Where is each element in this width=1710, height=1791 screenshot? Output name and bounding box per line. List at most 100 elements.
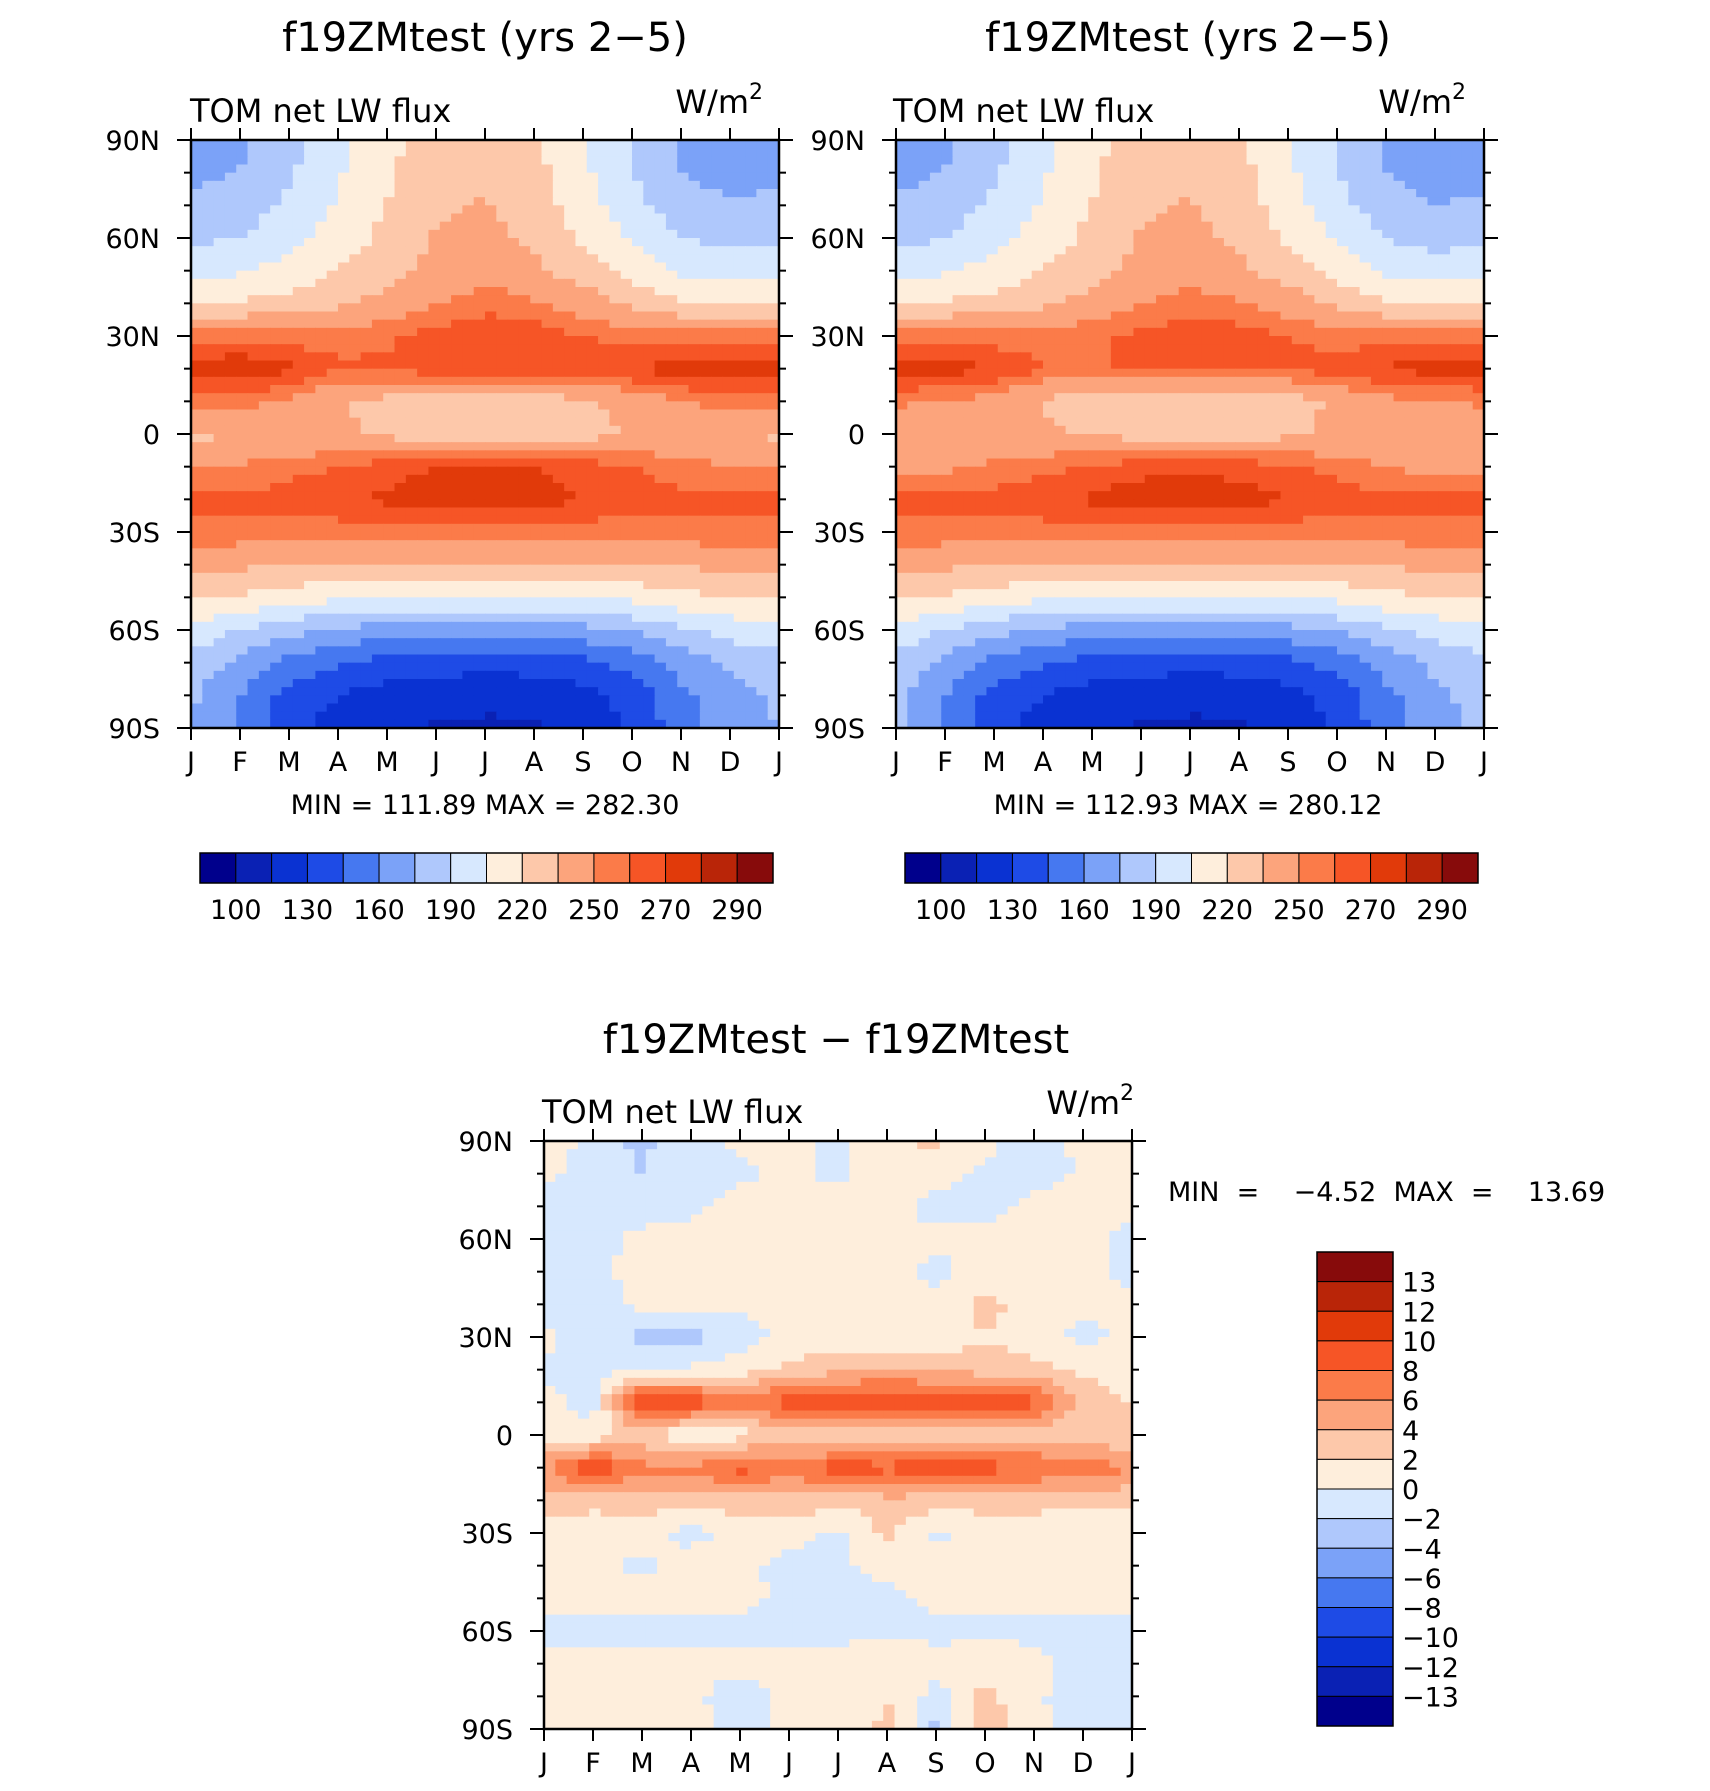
field-cell: [1269, 189, 1282, 198]
field-cell: [224, 344, 237, 353]
field-cell: [530, 189, 543, 198]
field-cell: [632, 523, 644, 533]
field-cell: [598, 679, 610, 688]
field-cell: [745, 172, 757, 182]
field-cell: [677, 654, 690, 664]
field-cell: [1246, 303, 1259, 313]
field-cell: [733, 189, 746, 198]
field-cell: [507, 229, 520, 239]
field-cell: [733, 197, 746, 206]
field-cell: [1280, 270, 1293, 280]
field-cell: [247, 360, 260, 370]
field-cell: [462, 523, 475, 533]
field-cell: [405, 703, 418, 713]
field-cell: [496, 523, 509, 533]
field-cell: [326, 556, 339, 566]
field-cell: [745, 466, 757, 476]
field-cell: [270, 621, 283, 631]
field-cell: [1472, 189, 1485, 198]
field-cell: [530, 621, 543, 631]
field-cell: [428, 417, 441, 427]
field-cell: [756, 311, 769, 321]
field-cell: [417, 442, 430, 451]
field-cell: [654, 164, 667, 174]
field-cell: [643, 532, 656, 541]
field-cell: [281, 695, 294, 705]
field-cell: [349, 499, 362, 509]
field-cell: [428, 679, 441, 688]
field-cell: [722, 687, 735, 696]
field-cell: [191, 319, 203, 329]
field-cell: [258, 295, 271, 304]
field-cell: [699, 483, 712, 492]
field-cell: [292, 311, 305, 321]
field-cell: [349, 523, 362, 533]
field-cell: [654, 156, 667, 166]
field-cell: [1190, 246, 1202, 255]
field-cell: [281, 581, 294, 590]
field-cell: [304, 703, 316, 713]
field-cell: [1212, 311, 1225, 321]
field-cell: [371, 278, 384, 288]
colorbar-label: 220: [497, 895, 549, 926]
field-cell: [699, 442, 712, 451]
field-cell: [975, 148, 988, 157]
field-cell: [202, 180, 215, 190]
field-cell: [485, 393, 497, 402]
field-cell: [1031, 140, 1044, 149]
field-cell: [963, 278, 976, 288]
field-cell: [326, 352, 339, 362]
field-cell: [338, 548, 350, 558]
field-cell: [281, 556, 294, 566]
field-cell: [428, 523, 441, 533]
field-cell: [394, 548, 407, 558]
field-cell: [496, 368, 509, 378]
field-cell: [530, 499, 543, 509]
field-cell: [677, 295, 690, 304]
field-cell: [383, 238, 396, 247]
field-cell: [213, 703, 226, 713]
field-cell: [620, 254, 633, 264]
field-cell: [315, 548, 328, 558]
field-cell: [270, 221, 283, 231]
field-cell: [688, 613, 701, 623]
field-cell: [699, 687, 712, 696]
field-cell: [258, 393, 271, 402]
field-cell: [213, 564, 226, 574]
field-cell: [929, 295, 942, 304]
field-cell: [349, 515, 362, 525]
field-cell: [733, 327, 746, 337]
field-cell: [236, 572, 249, 582]
field-cell: [383, 376, 396, 386]
field-cell: [586, 621, 599, 631]
field-cell: [677, 695, 690, 705]
field-cell: [997, 172, 1010, 182]
field-cell: [507, 687, 520, 696]
field-cell: [518, 556, 531, 566]
field-cell: [394, 515, 407, 525]
field-cell: [1303, 197, 1315, 206]
field-cell: [1178, 172, 1191, 182]
field-cell: [485, 523, 497, 533]
field-cell: [1144, 189, 1157, 198]
field-cell: [1359, 221, 1372, 231]
field-cell: [292, 425, 305, 435]
field-cell: [202, 295, 215, 304]
field-cell: [1246, 246, 1259, 255]
field-cell: [315, 621, 328, 631]
field-cell: [485, 646, 497, 656]
field-cell: [191, 679, 203, 688]
field-cell: [941, 270, 954, 280]
field-cell: [485, 474, 497, 484]
field-cell: [451, 246, 463, 255]
field-cell: [598, 572, 610, 582]
field-cell: [586, 360, 599, 370]
field-cell: [756, 523, 769, 533]
field-cell: [564, 336, 577, 345]
field-cell: [1325, 246, 1338, 255]
field-cell: [315, 630, 328, 639]
field-cell: [1190, 262, 1202, 272]
field-cell: [722, 360, 735, 370]
field-cell: [496, 589, 509, 598]
field-cell: [552, 140, 565, 149]
